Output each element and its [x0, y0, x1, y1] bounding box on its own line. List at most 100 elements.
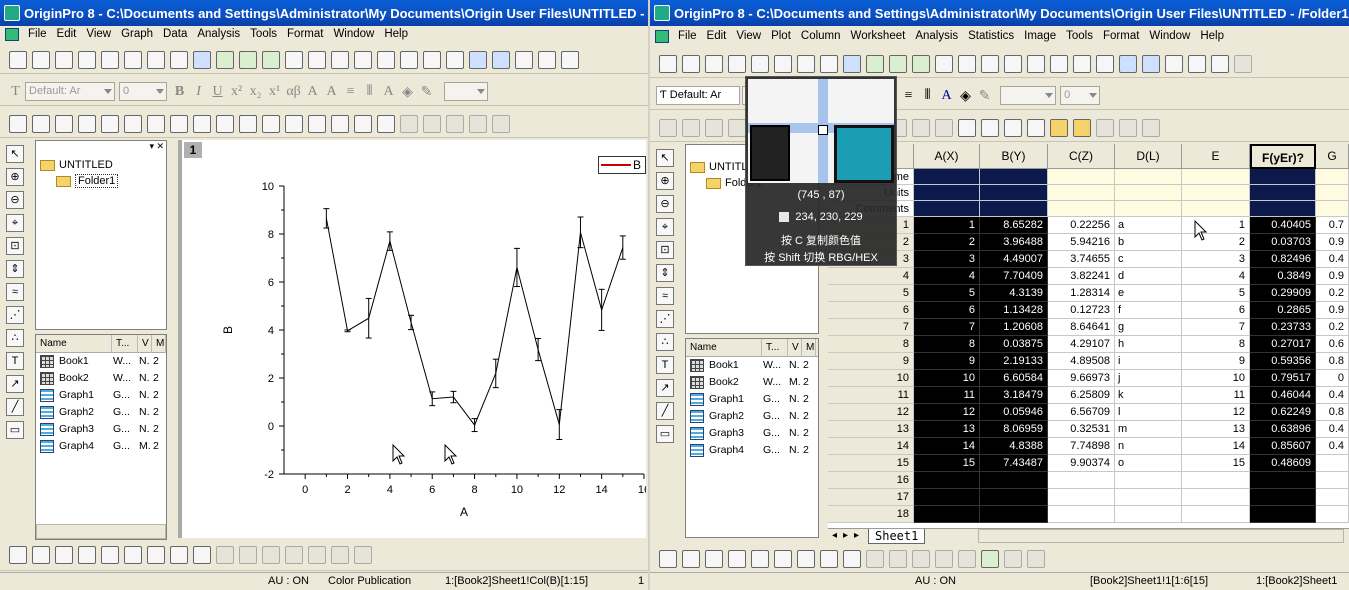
- table-cell[interactable]: [1048, 489, 1115, 506]
- table-cell[interactable]: 0.27017: [1250, 336, 1316, 353]
- label-cell[interactable]: [1316, 185, 1349, 201]
- timestamp-icon[interactable]: [354, 115, 372, 133]
- regional-selector-icon[interactable]: ⋰: [6, 306, 24, 324]
- hide-mask-icon[interactable]: [469, 115, 487, 133]
- save-template-icon[interactable]: [958, 55, 976, 73]
- add-app-icon[interactable]: [561, 51, 579, 69]
- line-color-icon[interactable]: ✎: [978, 89, 991, 104]
- font-combo[interactable]: Default: Ar: [25, 82, 115, 101]
- table-cell[interactable]: 10: [1182, 370, 1250, 387]
- table-cell[interactable]: 11: [1182, 387, 1250, 404]
- mask-points-icon[interactable]: ∴: [656, 333, 674, 351]
- table-cell[interactable]: 1: [914, 217, 980, 234]
- table-cell[interactable]: 0.32531: [1048, 421, 1115, 438]
- label-cell[interactable]: [1250, 169, 1316, 185]
- table-cell[interactable]: 9: [914, 353, 980, 370]
- table-cell[interactable]: 4.29107: [1048, 336, 1115, 353]
- regional-selector-icon[interactable]: ⋰: [656, 310, 674, 328]
- text-tool-icon[interactable]: T: [656, 356, 674, 374]
- row-number[interactable]: 10: [828, 370, 914, 387]
- row-number[interactable]: 11: [828, 387, 914, 404]
- row-number[interactable]: 5: [828, 285, 914, 302]
- table-cell[interactable]: i: [1115, 353, 1182, 370]
- disable-mask-icon[interactable]: [1142, 119, 1160, 137]
- reticle-icon[interactable]: [262, 115, 280, 133]
- list-hscrollbar[interactable]: [36, 524, 166, 539]
- table-cell[interactable]: g: [1115, 319, 1182, 336]
- label-cell[interactable]: [914, 201, 980, 217]
- menu-tools[interactable]: Tools: [250, 28, 278, 40]
- mask-icon[interactable]: [400, 115, 418, 133]
- table-cell[interactable]: 1: [1182, 217, 1250, 234]
- code-builder-icon[interactable]: [1188, 55, 1206, 73]
- table-cell[interactable]: 6: [1182, 302, 1250, 319]
- new-worksheet-icon[interactable]: [705, 55, 723, 73]
- open-icon[interactable]: [216, 51, 234, 69]
- row-number[interactable]: 17: [828, 489, 914, 506]
- save-icon[interactable]: [285, 51, 303, 69]
- data-reader-icon[interactable]: ⊡: [6, 237, 24, 255]
- scatter-plot-icon[interactable]: [32, 546, 50, 564]
- table-cell[interactable]: 4.89508: [1048, 353, 1115, 370]
- right-axis-icon[interactable]: [216, 115, 234, 133]
- matrix-plot-icon[interactable]: [354, 546, 372, 564]
- table-cell[interactable]: [980, 472, 1048, 489]
- polar-icon[interactable]: [820, 550, 838, 568]
- column-header[interactable]: A(X): [914, 144, 980, 169]
- script-window-icon[interactable]: [515, 51, 533, 69]
- table-cell[interactable]: 15: [914, 455, 980, 472]
- col-name[interactable]: Name: [36, 335, 112, 353]
- table-cell[interactable]: [1250, 472, 1316, 489]
- menu-window[interactable]: Window: [1149, 30, 1191, 42]
- table-cell[interactable]: b: [1115, 234, 1182, 251]
- table-cell[interactable]: 8.06959: [980, 421, 1048, 438]
- table-cell[interactable]: 13: [914, 421, 980, 438]
- menu-column[interactable]: Column: [800, 30, 841, 42]
- scatter-plot-icon[interactable]: [682, 550, 700, 568]
- table-cell[interactable]: 11: [914, 387, 980, 404]
- table-cell[interactable]: 7: [1182, 319, 1250, 336]
- menu-plot[interactable]: Plot: [771, 30, 791, 42]
- data-selector-icon[interactable]: ⇕: [656, 264, 674, 282]
- area-plot-icon[interactable]: [797, 550, 815, 568]
- unmask-icon[interactable]: [1073, 119, 1091, 137]
- table-cell[interactable]: 12: [1182, 404, 1250, 421]
- table-cell[interactable]: [980, 506, 1048, 523]
- table-cell[interactable]: 0.7: [1316, 217, 1349, 234]
- font-combo[interactable]: Ƭ Default: Ar: [656, 86, 740, 105]
- table-cell[interactable]: 0.8: [1316, 353, 1349, 370]
- table-cell[interactable]: 3: [1182, 251, 1250, 268]
- line-plot-icon[interactable]: [9, 546, 27, 564]
- sheet-nav-arrows[interactable]: ◂▸▸: [832, 530, 866, 541]
- row-number[interactable]: 8: [828, 336, 914, 353]
- table-cell[interactable]: 4: [914, 268, 980, 285]
- table-cell[interactable]: [1250, 489, 1316, 506]
- table-cell[interactable]: 0.79517: [1250, 370, 1316, 387]
- zoom-in-icon[interactable]: [659, 119, 677, 137]
- table-cell[interactable]: 0.4: [1316, 421, 1349, 438]
- reticle-icon[interactable]: [912, 119, 930, 137]
- save-template-icon[interactable]: [308, 51, 326, 69]
- 3d-plot-icon[interactable]: [866, 550, 884, 568]
- image-plot-icon[interactable]: [981, 550, 999, 568]
- hi-lo-icon[interactable]: [774, 550, 792, 568]
- new-folder-icon[interactable]: [682, 55, 700, 73]
- close-icon[interactable]: ▾ ✕: [149, 141, 164, 151]
- zoom-out-tool-icon[interactable]: ⊖: [656, 195, 674, 213]
- label-cell[interactable]: [1115, 201, 1182, 217]
- table-cell[interactable]: 0.03875: [980, 336, 1048, 353]
- table-cell[interactable]: 0.9: [1316, 302, 1349, 319]
- swap-mask-icon[interactable]: [446, 115, 464, 133]
- fill-color-icon[interactable]: ◈: [960, 89, 971, 104]
- table-cell[interactable]: [1115, 472, 1182, 489]
- table-cell[interactable]: 15: [1182, 455, 1250, 472]
- list-item[interactable]: Graph3 G... N. 2: [686, 425, 818, 442]
- list-item[interactable]: Graph4 G... M. 2: [36, 438, 166, 455]
- table-cell[interactable]: 12: [914, 404, 980, 421]
- table-cell[interactable]: 5: [914, 285, 980, 302]
- table-cell[interactable]: 0.3849: [1250, 268, 1316, 285]
- menu-help[interactable]: Help: [1200, 30, 1224, 42]
- 3d-bar-icon[interactable]: [889, 550, 907, 568]
- table-cell[interactable]: 6.56709: [1048, 404, 1115, 421]
- list-item[interactable]: Book2 W... N. 2: [36, 370, 166, 387]
